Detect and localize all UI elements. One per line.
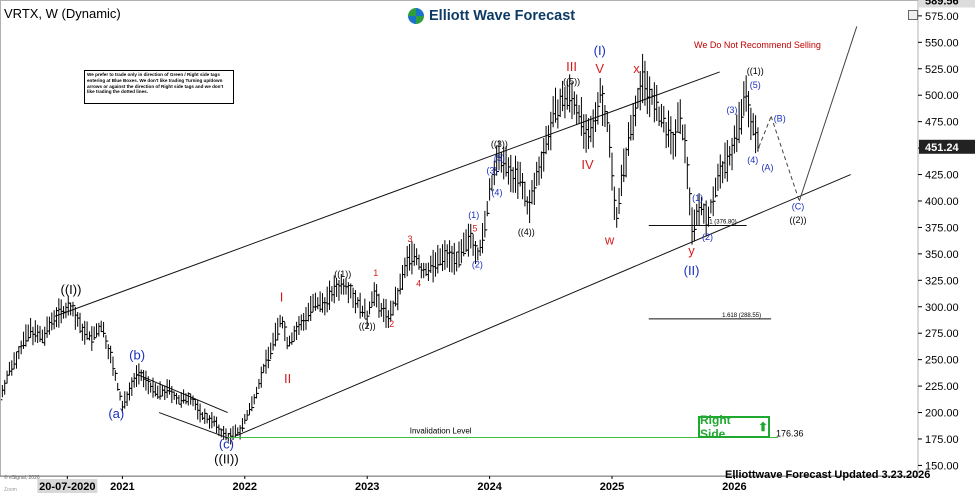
wave-label: ((II)): [214, 451, 239, 466]
price-box-label: 589.56: [925, 0, 959, 7]
wave-label: ((2)): [790, 215, 807, 225]
wave-label: (4): [491, 188, 502, 198]
warning-text: We Do Not Recommend Selling: [694, 40, 821, 50]
projection-line: [758, 116, 772, 148]
wave-label: IV: [581, 157, 594, 172]
wave-label: 4: [416, 279, 421, 289]
wave-label: 2: [389, 319, 394, 329]
y-tick-label: 250.00: [925, 355, 959, 367]
x-tick-label: 2021: [110, 481, 134, 493]
brand-name: Elliott Wave Forecast: [429, 8, 576, 24]
channel-lines: [54, 71, 851, 439]
globe-icon: [408, 8, 424, 24]
price-box: [919, 0, 975, 8]
y-tick-label: 200.00: [925, 408, 959, 420]
wave-labels: ((I))(a)(b)(c)((II))III((1))((2))1234(1)…: [61, 43, 807, 466]
trend-line: [158, 412, 228, 439]
wave-label: (a): [108, 406, 124, 421]
x-tick-label: 2023: [355, 481, 379, 493]
wave-label: (4): [747, 155, 758, 165]
wave-label: (c): [219, 436, 234, 451]
y-tick-label: 550.00: [925, 37, 959, 49]
channel-line: [236, 174, 851, 437]
wave-label: y: [688, 243, 695, 258]
y-tick-label: 425.00: [925, 170, 959, 182]
y-tick-label: 375.00: [925, 222, 959, 234]
chart-title: VRTX, W (Dynamic): [4, 6, 121, 21]
wave-label: 1: [373, 268, 378, 278]
disclaimer-box: We prefer to trade only in direction of …: [84, 70, 234, 104]
invalidation-value: 176.36: [776, 429, 804, 439]
y-tick-label: 475.00: [925, 117, 959, 129]
y-tick-label: 175.00: [925, 434, 959, 446]
brand-logo: Elliott Wave Forecast: [408, 5, 575, 27]
zoom-label[interactable]: Zoom: [4, 487, 17, 493]
wave-label: (I): [594, 43, 606, 58]
ohlc-bars: [0, 53, 760, 445]
price-box: [919, 139, 975, 154]
wave-label: (II): [684, 263, 700, 278]
wave-label: ((5)): [563, 77, 580, 87]
chart-overlays: Invalidation Level 176.36 1 (376.80) 1.618 …: [227, 26, 858, 439]
y-tick-label: 350.00: [925, 249, 959, 261]
right-side-label: Right Side: [700, 413, 731, 441]
channel-line: [54, 71, 720, 317]
wave-label: (C): [792, 201, 805, 211]
wave-label: (2): [702, 232, 713, 242]
trend-line: [136, 373, 228, 413]
wave-label: ((1)): [334, 269, 351, 279]
y-tick-label: 300.00: [925, 302, 959, 314]
wave-label: (A): [761, 162, 773, 172]
wave-label: (1): [468, 210, 479, 220]
wave-label: 3: [408, 234, 413, 244]
y-tick-label: 500.00: [925, 90, 959, 102]
wave-label: 5: [472, 224, 477, 234]
projection-line: [798, 26, 858, 202]
up-arrow-icon: ⬆: [757, 420, 768, 434]
price-box-label: 451.24: [925, 142, 960, 154]
wave-label: (B): [774, 114, 786, 124]
target-label: 1 (376.80): [709, 220, 736, 226]
y-tick-label: 150.00: [925, 460, 959, 472]
y-tick-label: 525.00: [925, 64, 959, 76]
wave-label: (5): [750, 80, 761, 90]
y-tick-label: 275.00: [925, 328, 959, 340]
wave-label: (2): [472, 260, 483, 270]
wave-label: ((2)): [359, 321, 376, 331]
wave-label: ((1)): [747, 66, 764, 76]
wave-label: I: [280, 289, 284, 304]
wave-label: w: [604, 232, 615, 247]
x-start-box: [37, 479, 98, 493]
x-tick-label: 2022: [233, 481, 257, 493]
x-tick-label: 20-07-2020: [39, 481, 95, 493]
wave-label: (b): [129, 348, 145, 363]
footer-updated: Elliottwave Forecast Updated 3.23.2026: [725, 469, 931, 481]
y-tick-label: 400.00: [925, 196, 959, 208]
wave-label: (5): [494, 153, 505, 163]
esignal-credit: © eSignal, 2026: [4, 475, 40, 481]
wave-label: ((I)): [61, 282, 82, 297]
wave-label: ((4)): [518, 227, 535, 237]
time-axis: 20-07-2020 2021 2022 2023 2024 2025 2026: [0, 475, 918, 493]
wave-label: (3): [726, 105, 737, 115]
x-tick-label: 2026: [722, 481, 746, 493]
wave-label: (1): [692, 193, 703, 203]
right-side-badge: Right Side ⬆: [698, 413, 770, 441]
wave-label: (3): [487, 165, 498, 175]
x-tick-label: 2025: [600, 481, 624, 493]
y-tick-label: 325.00: [925, 275, 959, 287]
y-tick-label: 575.00: [925, 11, 959, 23]
wave-label: III: [566, 59, 577, 74]
wave-label: x: [633, 61, 640, 76]
target-label: 1.618 (288.55): [722, 313, 761, 319]
wave-label: II: [284, 371, 291, 386]
expand-icon[interactable]: [908, 10, 918, 20]
projection-line: [770, 116, 800, 202]
wave-label: V: [595, 61, 604, 76]
wave-label: ((3)): [491, 139, 508, 149]
invalidation-label: Invalidation Level: [410, 427, 472, 436]
y-tick-label: 225.00: [925, 381, 959, 393]
x-tick-label: 2024: [477, 481, 502, 493]
